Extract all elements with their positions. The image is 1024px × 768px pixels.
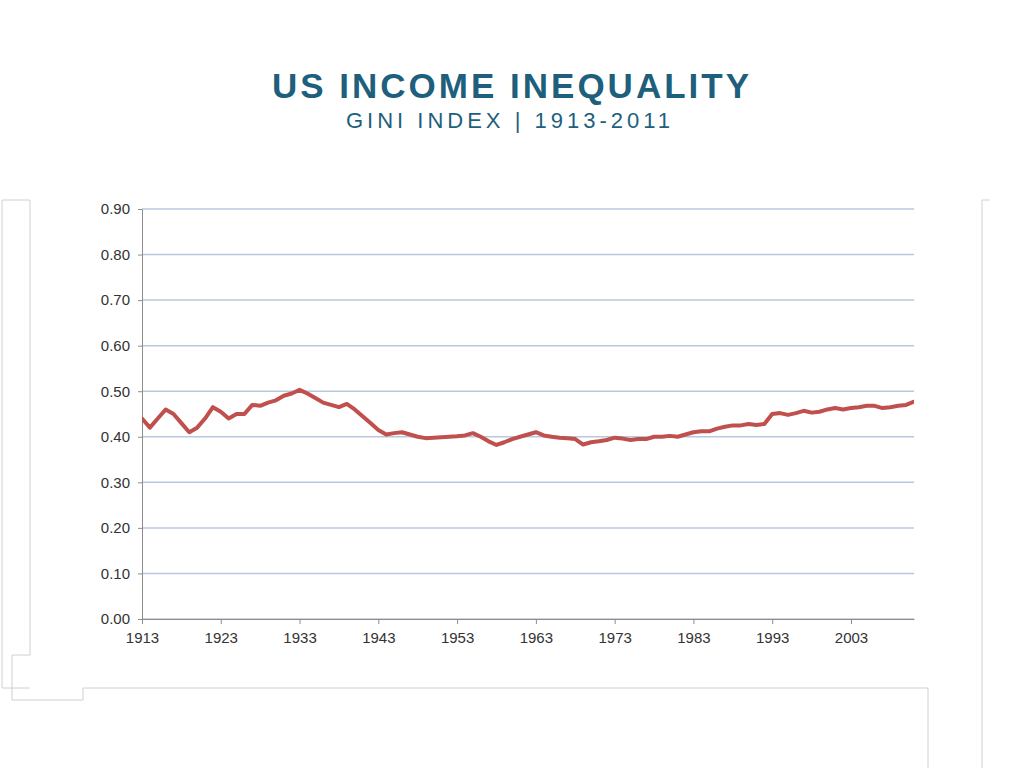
frame-line: [982, 200, 990, 201]
plot-area: [142, 390, 914, 445]
x-tick-mark: [300, 619, 301, 624]
x-tick: 1963: [520, 619, 553, 646]
x-tick-label: 1943: [362, 629, 395, 646]
x-tick-mark: [615, 619, 616, 624]
subtitle: GINI INDEX | 1913-2011: [346, 108, 674, 133]
y-tick-mark: [138, 528, 142, 529]
y-tick-label: 0.30: [101, 474, 130, 491]
grid-line: [142, 482, 914, 484]
x-tick: 1943: [362, 619, 395, 646]
x-tick: 1953: [441, 619, 474, 646]
y-tick-mark: [138, 209, 142, 210]
y-tick-mark: [138, 391, 142, 392]
y-tick-label: 0.00: [101, 610, 130, 627]
frame-line: [30, 200, 31, 655]
y-tick: 0.10: [101, 565, 142, 582]
x-tick-label: 1913: [126, 629, 159, 646]
x-tick: 1913: [126, 619, 159, 646]
frame-line: [928, 688, 929, 768]
y-tick: 0.80: [101, 246, 142, 263]
x-tick: 1973: [598, 619, 631, 646]
x-tick-label: 1953: [441, 629, 474, 646]
grid-line: [142, 390, 914, 392]
y-tick-mark: [138, 437, 142, 438]
x-tick-label: 1993: [756, 629, 789, 646]
y-tick: 0.00: [101, 610, 142, 627]
y-axis: 0.00 0.10 0.20 0.30 0.40 0.50 0.60 0.70 0.80 0.90: [101, 200, 143, 627]
frame-line: [2, 200, 30, 201]
x-axis-line: [143, 619, 915, 620]
frame: [2, 200, 990, 768]
y-tick: 0.20: [101, 519, 142, 536]
frame-line: [83, 688, 84, 700]
y-tick-label: 0.90: [101, 200, 130, 217]
frame-line: [12, 655, 30, 656]
y-axis-line: [142, 210, 143, 620]
y-tick: 0.40: [101, 428, 142, 445]
y-tick-label: 0.10: [101, 565, 130, 582]
y-tick-mark: [138, 300, 142, 301]
frame-line: [982, 200, 983, 768]
x-tick-label: 1963: [520, 629, 553, 646]
y-tick: 0.70: [101, 291, 142, 308]
grid: [142, 209, 914, 619]
x-tick: 1933: [283, 619, 316, 646]
grid-line: [142, 527, 914, 529]
grid-line: [142, 345, 914, 347]
y-tick-label: 0.80: [101, 246, 130, 263]
y-tick: 0.60: [101, 337, 142, 354]
grid-line: [142, 299, 914, 301]
y-tick: 0.30: [101, 474, 142, 491]
x-tick: 1923: [205, 619, 238, 646]
x-tick-mark: [221, 619, 222, 624]
frame-line: [12, 655, 13, 700]
x-tick-mark: [693, 619, 694, 624]
y-tick-label: 0.20: [101, 519, 130, 536]
grid-line: [142, 254, 914, 256]
x-tick-mark: [457, 619, 458, 624]
x-tick: 2003: [835, 619, 868, 646]
grid-line: [142, 208, 914, 210]
y-tick-label: 0.50: [101, 383, 130, 400]
chart: US INCOME INEQUALITY GINI INDEX | 1913-20…: [0, 0, 1024, 768]
x-tick-mark: [378, 619, 379, 624]
frame-line: [12, 700, 83, 701]
title: US INCOME INEQUALITY: [272, 66, 752, 105]
x-tick-mark: [772, 619, 773, 624]
x-axis: 1913 1923 1933 1943 1953 1963 1973 1983 1993 2003: [126, 619, 915, 646]
x-tick: 1993: [756, 619, 789, 646]
x-tick: 1983: [677, 619, 710, 646]
x-tick-label: 2003: [835, 629, 868, 646]
grid-line: [142, 618, 914, 620]
x-tick-label: 1983: [677, 629, 710, 646]
data-line: [142, 390, 914, 445]
x-tick-label: 1973: [598, 629, 631, 646]
x-tick-mark: [142, 619, 143, 624]
y-tick: 0.50: [101, 383, 142, 400]
y-tick: 0.90: [101, 200, 142, 217]
frame-line: [2, 200, 3, 688]
x-tick-label: 1923: [205, 629, 238, 646]
y-tick-label: 0.40: [101, 428, 130, 445]
grid-line: [142, 573, 914, 575]
y-tick-mark: [138, 573, 142, 574]
y-tick-mark: [138, 255, 142, 256]
y-tick-label: 0.60: [101, 337, 130, 354]
frame-line: [2, 688, 30, 689]
x-tick-mark: [851, 619, 852, 624]
y-tick-mark: [138, 482, 142, 483]
x-tick-mark: [536, 619, 537, 624]
frame-line: [83, 688, 928, 689]
y-tick-mark: [138, 619, 142, 620]
y-tick-mark: [138, 346, 142, 347]
y-tick-label: 0.70: [101, 291, 130, 308]
x-tick-label: 1933: [283, 629, 316, 646]
